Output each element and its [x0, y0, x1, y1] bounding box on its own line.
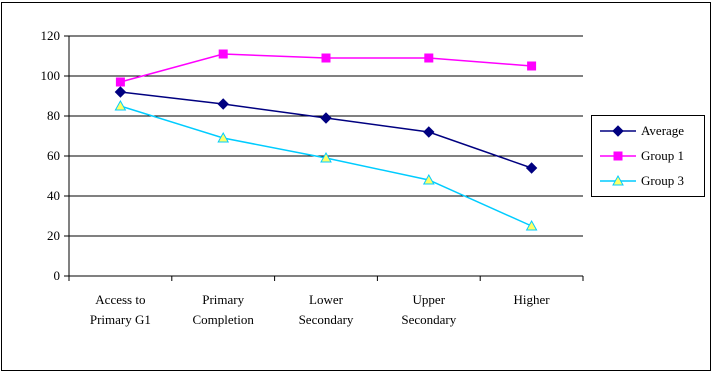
data-point: [612, 125, 624, 137]
legend-entry: Group 3: [641, 173, 684, 188]
data-point: [321, 53, 331, 63]
x-tick-label: Higher: [514, 292, 551, 307]
data-point: [320, 112, 332, 124]
series-line: [120, 105, 532, 227]
y-tick-label: 20: [47, 228, 60, 243]
x-tick-label: Lower Secondary: [299, 292, 354, 327]
y-tick-label: 80: [47, 108, 60, 123]
data-point: [525, 162, 538, 174]
data-point: [114, 99, 127, 111]
legend: Average Group 1 Group 3: [591, 115, 705, 197]
data-point: [612, 174, 624, 186]
data-point: [218, 49, 228, 59]
legend-entry: Average: [641, 123, 684, 138]
data-point: [422, 173, 435, 185]
y-tick-label: 0: [54, 268, 61, 283]
x-tick-label: Access to Primary G1: [90, 292, 151, 327]
data-point: [320, 151, 332, 163]
data-point: [217, 98, 229, 110]
x-tick-label: Primary Completion: [193, 292, 255, 327]
data-point: [527, 61, 537, 71]
y-tick-label: 120: [41, 28, 61, 43]
y-tick-label: 100: [41, 68, 61, 83]
data-point: [114, 86, 127, 98]
y-tick-label: 40: [47, 188, 60, 203]
data-point: [613, 151, 623, 161]
data-point: [525, 219, 538, 231]
y-tick-label: 60: [47, 148, 60, 163]
data-point: [423, 126, 435, 138]
legend-entry: Group 1: [641, 148, 684, 163]
x-tick-label: Upper Secondary: [401, 292, 456, 327]
data-point: [115, 77, 125, 87]
data-point: [217, 131, 230, 143]
data-point: [424, 53, 434, 63]
